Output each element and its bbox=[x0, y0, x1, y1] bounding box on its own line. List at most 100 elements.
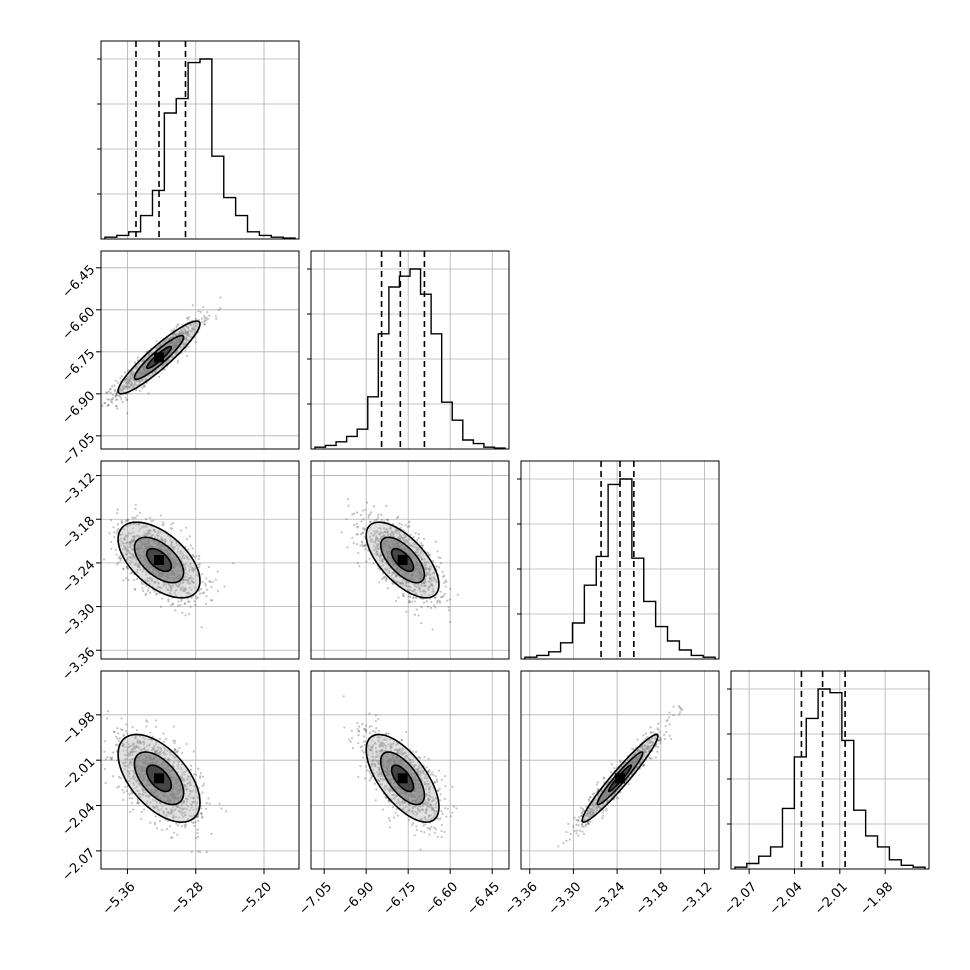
sample-point bbox=[394, 579, 397, 583]
sample-point bbox=[417, 554, 421, 557]
sample-point bbox=[154, 815, 157, 818]
sample-point bbox=[122, 791, 126, 794]
sample-point bbox=[146, 534, 149, 537]
sample-point bbox=[125, 730, 128, 733]
sample-point bbox=[136, 570, 139, 574]
sample-point bbox=[176, 764, 179, 767]
sample-point bbox=[129, 376, 132, 379]
sample-point bbox=[180, 773, 184, 776]
sample-point bbox=[129, 562, 132, 565]
sample-point bbox=[158, 820, 161, 823]
sample-point bbox=[155, 827, 159, 830]
sample-point bbox=[183, 586, 187, 590]
sample-point bbox=[140, 748, 144, 751]
sample-point bbox=[129, 372, 132, 375]
sample-point bbox=[121, 761, 125, 764]
sample-point bbox=[357, 775, 360, 779]
sample-point bbox=[437, 556, 440, 559]
histogram-1 bbox=[314, 268, 506, 449]
sample-point bbox=[166, 811, 169, 814]
sample-point bbox=[411, 545, 414, 548]
sample-point bbox=[185, 787, 188, 791]
sample-point bbox=[112, 526, 115, 529]
sample-point bbox=[181, 332, 185, 335]
sample-point bbox=[118, 388, 121, 391]
sample-point bbox=[393, 535, 396, 538]
sample-point bbox=[131, 748, 134, 751]
sample-point bbox=[129, 758, 132, 762]
sample-point bbox=[379, 531, 383, 535]
sample-point bbox=[113, 531, 116, 534]
sample-point bbox=[413, 546, 416, 549]
sample-point bbox=[186, 777, 189, 781]
sample-point bbox=[184, 568, 187, 571]
sample-point bbox=[180, 329, 183, 332]
sample-point bbox=[202, 306, 205, 309]
sample-point bbox=[189, 562, 192, 566]
sample-point bbox=[434, 812, 438, 816]
sample-point bbox=[149, 577, 152, 580]
sample-point bbox=[193, 824, 196, 828]
sample-point bbox=[114, 394, 118, 398]
sample-point bbox=[185, 538, 188, 541]
sample-point bbox=[422, 601, 426, 604]
sample-point bbox=[125, 377, 128, 380]
sample-point bbox=[415, 547, 418, 550]
sample-point bbox=[385, 578, 388, 581]
sample-point bbox=[178, 810, 181, 813]
sample-point bbox=[150, 520, 153, 523]
sample-point bbox=[143, 384, 146, 387]
sample-point bbox=[115, 394, 118, 397]
sample-point bbox=[126, 540, 129, 543]
sample-point bbox=[361, 541, 364, 544]
sample-point bbox=[397, 529, 400, 532]
sample-point bbox=[175, 751, 179, 754]
sample-point bbox=[190, 576, 193, 580]
sample-point bbox=[425, 561, 428, 564]
sample-point bbox=[206, 588, 209, 591]
sample-point bbox=[154, 581, 157, 584]
sample-point bbox=[128, 769, 132, 773]
sample-point bbox=[148, 576, 152, 579]
sample-point bbox=[211, 580, 214, 584]
sample-point bbox=[183, 824, 186, 827]
sample-point bbox=[379, 537, 383, 540]
sample-point bbox=[126, 754, 129, 758]
sample-point bbox=[188, 576, 191, 580]
sample-point bbox=[165, 361, 168, 364]
sample-point bbox=[136, 745, 139, 749]
sample-point bbox=[120, 521, 123, 524]
sample-point bbox=[216, 590, 220, 593]
sample-point bbox=[172, 739, 175, 742]
sample-point bbox=[178, 332, 181, 335]
sample-point bbox=[179, 550, 182, 553]
sample-point bbox=[400, 523, 403, 526]
sample-point bbox=[431, 579, 434, 582]
sample-point bbox=[126, 549, 129, 552]
sample-point bbox=[118, 388, 122, 391]
sample-point bbox=[381, 560, 385, 563]
sample-point bbox=[135, 779, 138, 782]
sample-point bbox=[194, 603, 197, 607]
sample-point bbox=[173, 333, 176, 336]
sample-point bbox=[159, 802, 162, 805]
sample-point bbox=[186, 798, 189, 801]
sample-point bbox=[188, 784, 192, 787]
sample-point bbox=[196, 835, 200, 838]
sample-point bbox=[374, 537, 378, 540]
sample-point bbox=[179, 332, 182, 335]
sample-point bbox=[195, 555, 198, 558]
sample-point bbox=[161, 341, 165, 345]
sample-point bbox=[169, 544, 172, 547]
sample-point bbox=[132, 742, 135, 745]
sample-point bbox=[189, 324, 193, 327]
sample-point bbox=[184, 349, 187, 352]
sample-point bbox=[186, 557, 189, 560]
sample-point bbox=[161, 597, 164, 600]
sample-point bbox=[376, 516, 380, 519]
sample-point bbox=[353, 512, 356, 515]
sample-point bbox=[179, 328, 182, 331]
sample-point bbox=[190, 569, 193, 572]
sample-point bbox=[115, 391, 118, 394]
sample-point bbox=[409, 543, 412, 546]
